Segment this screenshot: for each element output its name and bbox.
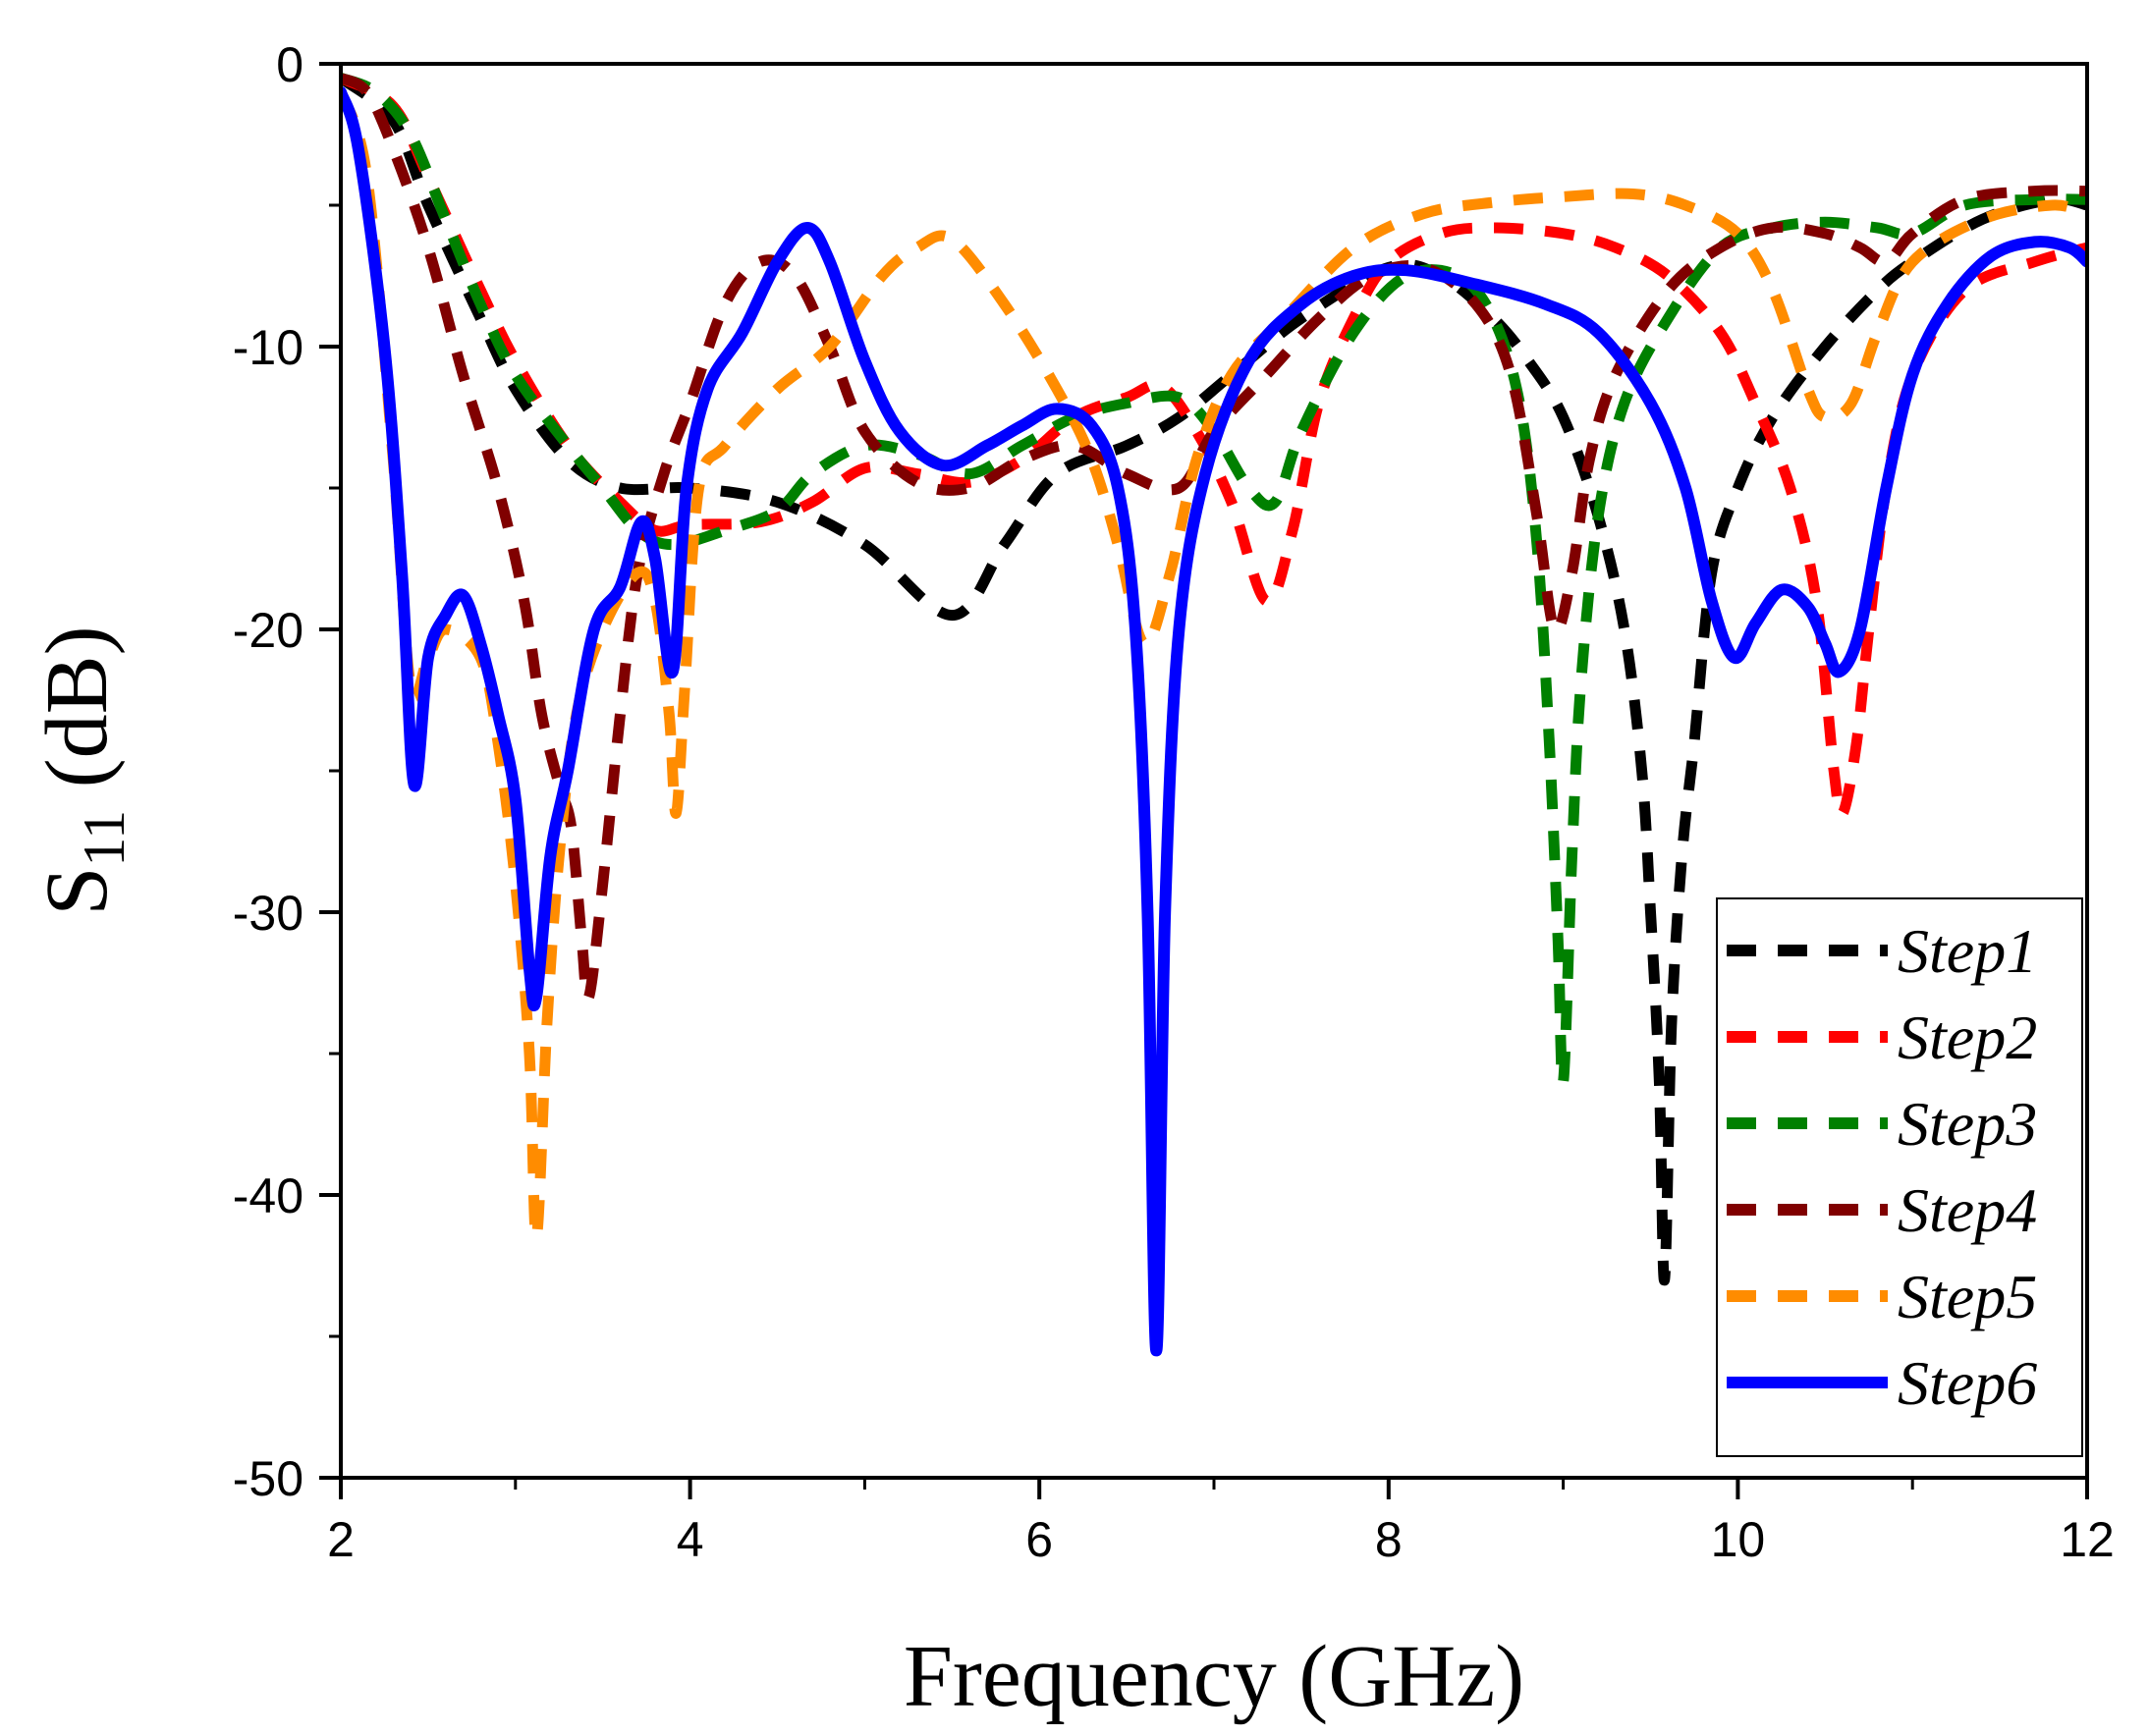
legend: Step1 Step2 Step3 Step4 Step5 Step6 [1716, 897, 2083, 1457]
legend-label-step5: Step5 [1898, 1262, 2037, 1331]
x-tick-label: 6 [1025, 1512, 1053, 1567]
x-tick-label: 8 [1375, 1512, 1403, 1567]
y-axis-title-main: S [28, 867, 126, 916]
series-line-step4 [341, 73, 2087, 1004]
series-line-step3 [341, 73, 2087, 1089]
x-tick-label: 10 [1711, 1512, 1766, 1567]
x-tick-label: 12 [2060, 1512, 2115, 1567]
y-tick-label: -40 [233, 1168, 303, 1223]
series-line-step5 [341, 89, 2087, 1243]
x-axis-title: Frequency (GHz) [904, 1628, 1524, 1725]
legend-label-step6: Step6 [1898, 1348, 2037, 1418]
x-tick-label: 2 [327, 1512, 355, 1567]
legend-label-step4: Step4 [1898, 1175, 2037, 1245]
y-axis-title-unit: (dB) [28, 625, 126, 809]
legend-label-step1: Step1 [1898, 916, 2037, 986]
y-tick-label: -10 [233, 320, 303, 375]
x-tick-label: 4 [677, 1512, 704, 1567]
legend-box [1716, 897, 2083, 1457]
y-axis-title-sub: 11 [72, 810, 137, 867]
series-line-step6 [341, 85, 2087, 1357]
legend-label-step3: Step3 [1898, 1089, 2037, 1159]
y-tick-label: -20 [233, 603, 303, 658]
y-tick-label: -30 [233, 886, 303, 941]
legend-label-step2: Step2 [1898, 1003, 2037, 1072]
series-layer [341, 73, 2087, 1357]
y-axis-title: S11 (dB) [28, 625, 137, 915]
tick-layer: 2 4 6 8 10 12 0 -10 -20 -30 -40 -50 [233, 37, 2115, 1567]
y-tick-label: -50 [233, 1451, 303, 1506]
y-tick-label: 0 [276, 37, 303, 92]
